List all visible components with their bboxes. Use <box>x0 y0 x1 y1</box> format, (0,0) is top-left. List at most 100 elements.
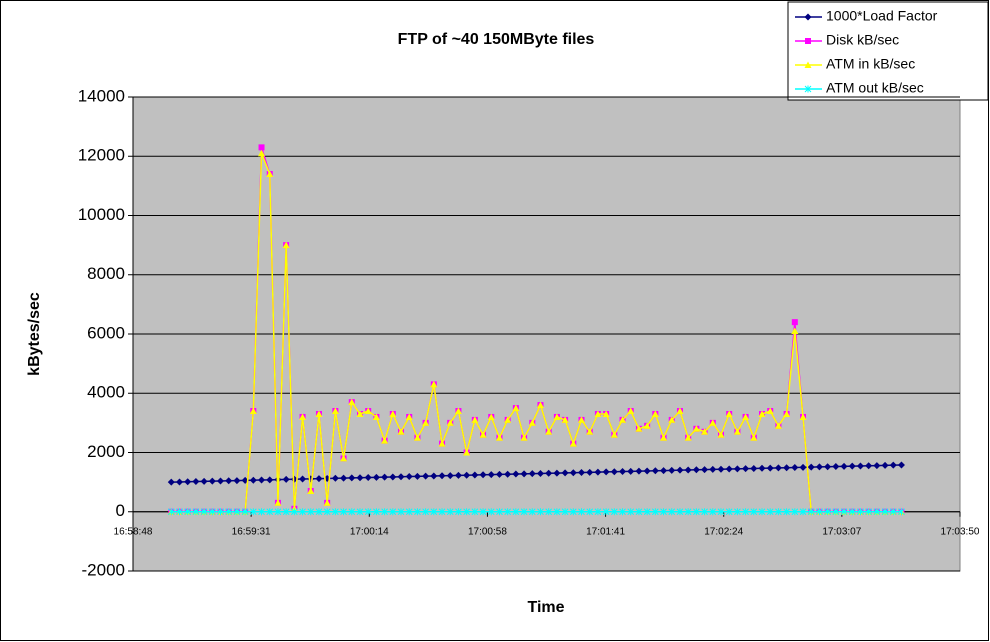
marker <box>364 407 372 415</box>
marker <box>586 428 594 435</box>
marker <box>643 467 651 475</box>
marker <box>446 472 454 480</box>
marker <box>848 462 856 470</box>
marker <box>635 425 643 432</box>
marker <box>364 508 372 516</box>
x-tick-label: 17:00:14 <box>350 526 389 537</box>
marker <box>619 508 626 516</box>
marker <box>282 508 290 516</box>
marker <box>405 473 413 481</box>
marker <box>610 468 618 476</box>
marker <box>192 478 200 486</box>
marker <box>217 508 224 516</box>
marker <box>578 416 586 423</box>
marker <box>602 468 610 476</box>
marker <box>340 508 347 516</box>
marker <box>397 473 405 481</box>
marker <box>734 508 741 516</box>
marker <box>804 85 812 93</box>
marker <box>258 144 265 151</box>
marker <box>487 471 495 479</box>
y-tick-label: 8000 <box>87 264 125 283</box>
marker <box>816 508 823 516</box>
marker <box>504 416 512 423</box>
marker <box>405 508 413 516</box>
marker <box>438 440 446 447</box>
marker <box>372 413 380 420</box>
marker <box>561 508 569 516</box>
marker <box>709 465 717 473</box>
marker <box>676 407 684 415</box>
marker <box>602 410 610 417</box>
marker <box>725 508 733 516</box>
y-tick-label: 4000 <box>87 383 125 402</box>
marker <box>175 478 183 486</box>
marker <box>619 468 627 476</box>
marker <box>676 508 684 516</box>
marker <box>881 508 889 516</box>
marker <box>742 413 750 420</box>
marker <box>725 465 733 473</box>
marker <box>225 508 233 516</box>
marker <box>315 508 323 516</box>
marker <box>578 468 586 476</box>
marker <box>381 473 389 481</box>
marker <box>873 508 881 516</box>
marker <box>208 477 216 485</box>
marker <box>783 508 790 516</box>
marker <box>282 475 290 483</box>
marker <box>766 464 774 472</box>
x-axis-label: Time <box>527 599 564 616</box>
marker <box>569 440 577 447</box>
marker <box>167 508 175 516</box>
marker <box>889 461 897 469</box>
marker <box>733 428 741 435</box>
marker <box>766 508 774 516</box>
marker <box>742 465 750 473</box>
marker <box>668 508 676 516</box>
marker <box>315 410 323 417</box>
marker <box>701 466 709 474</box>
marker <box>471 508 479 516</box>
marker <box>848 508 856 516</box>
marker <box>545 508 553 516</box>
marker <box>520 508 528 516</box>
marker <box>200 508 208 516</box>
marker <box>208 508 216 516</box>
marker <box>602 508 610 516</box>
marker <box>758 508 766 516</box>
marker <box>348 474 356 482</box>
marker <box>881 461 889 469</box>
x-tick-label: 17:03:07 <box>822 526 861 537</box>
marker <box>717 465 725 473</box>
marker <box>805 38 811 44</box>
marker <box>528 470 536 478</box>
marker <box>422 508 429 516</box>
marker <box>651 467 659 475</box>
marker <box>840 462 848 470</box>
marker <box>446 508 454 516</box>
marker <box>832 463 840 471</box>
marker <box>233 477 241 485</box>
marker <box>610 431 618 438</box>
marker <box>536 469 544 477</box>
marker <box>512 470 520 478</box>
marker <box>454 471 462 479</box>
marker <box>471 416 479 423</box>
marker <box>241 508 249 516</box>
marker <box>331 407 339 415</box>
marker <box>742 508 749 516</box>
marker <box>856 462 864 470</box>
marker <box>463 508 470 516</box>
marker <box>504 470 512 478</box>
marker <box>824 508 831 516</box>
legend-label: 1000*Load Factor <box>826 8 938 24</box>
marker <box>804 13 812 21</box>
marker <box>455 508 462 516</box>
marker <box>340 474 348 482</box>
marker <box>495 434 503 441</box>
marker <box>373 508 380 516</box>
y-tick-label: 2000 <box>87 442 125 461</box>
legend-box <box>787 1 989 101</box>
marker <box>356 508 364 516</box>
